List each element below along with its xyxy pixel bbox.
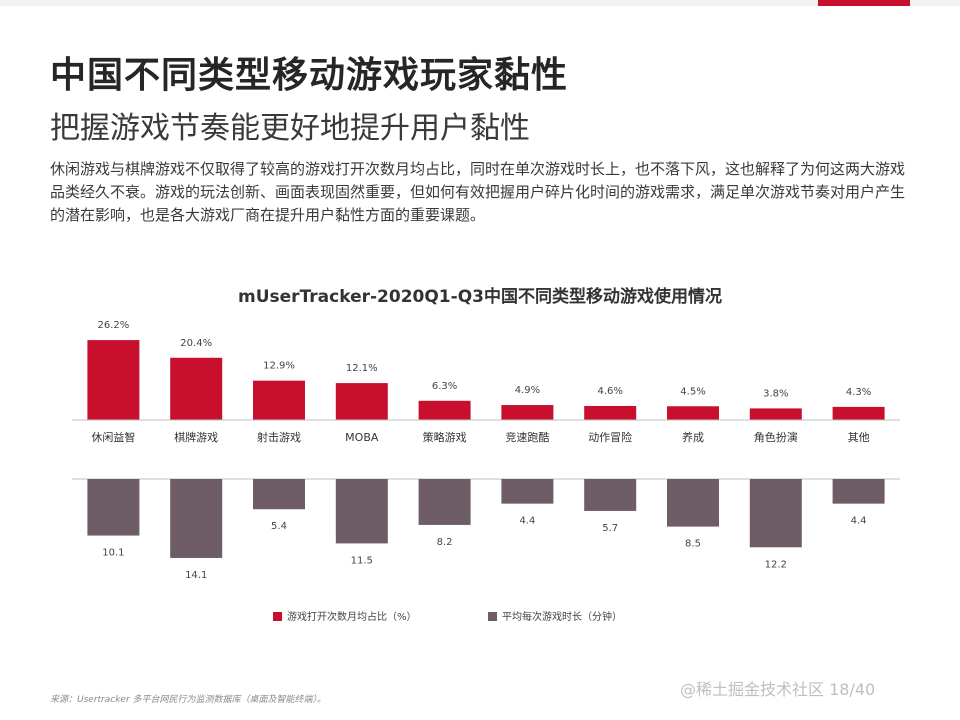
bar-open-share-1 (170, 357, 223, 420)
bar-open-share-9 (832, 406, 885, 420)
bar-open-share-5 (501, 405, 554, 420)
value-label-duration-3: 11.5 (351, 555, 373, 566)
value-label-duration-0: 10.1 (102, 548, 124, 559)
bar-duration-6 (584, 479, 637, 511)
bar-duration-3 (335, 479, 388, 544)
bar-duration-8 (749, 479, 802, 548)
bar-open-share-6 (584, 405, 637, 420)
value-label-open-share-2: 12.9% (263, 361, 295, 372)
series-open-share-group: 26.2% 20.4% 12.9% 12.1% 6.3% 4.9% 4.6% 4.5% 3.8%… (87, 320, 885, 420)
value-label-duration-1: 14.1 (185, 570, 207, 581)
top-accent-bar (818, 0, 910, 6)
legend-swatch-duration (488, 612, 497, 621)
page-subtitle: 把握游戏节奏能更好地提升用户黏性 (50, 111, 530, 146)
category-label-3: MOBA (345, 431, 379, 444)
category-label-0: 休闲益智 (91, 430, 135, 444)
category-label-9: 其他 (848, 431, 870, 444)
category-labels-group: 休闲益智 棋牌游戏 射击游戏 MOBA 策略游戏 竞速跑酷 动作冒险 养成 角色扮演 其他 (91, 430, 869, 444)
legend-label-open-share: 游戏打开次数月均占比（%） (287, 610, 417, 623)
bar-open-share-7 (667, 406, 719, 420)
bar-duration-7 (667, 479, 719, 527)
watermark: @稀土掘金技术社区 18/40 (680, 676, 875, 700)
source-note: 来源：Usertracker 多平台网民行为监测数据库（桌面及智能终端）。 (50, 695, 327, 705)
category-label-1: 棋牌游戏 (174, 430, 218, 444)
bar-open-share-8 (749, 408, 802, 420)
bar-duration-4 (418, 479, 471, 525)
bar-duration-1 (170, 479, 223, 558)
value-label-open-share-4: 6.3% (432, 381, 457, 392)
value-label-open-share-8: 3.8% (763, 388, 788, 399)
value-label-duration-9: 4.4 (851, 516, 867, 527)
category-label-4: 策略游戏 (423, 430, 467, 444)
chart-legend: 游戏打开次数月均占比（%） 平均每次游戏时长（分钟） (273, 610, 622, 623)
bar-duration-2 (253, 479, 305, 510)
page-number: 18/40 (829, 680, 876, 699)
category-label-7: 养成 (682, 430, 704, 444)
series-duration-group: 10.1 14.1 5.4 11.5 8.2 4.4 5.7 8.5 12.2 4.4 (87, 479, 885, 581)
bar-open-share-4 (418, 400, 471, 420)
value-label-duration-2: 5.4 (271, 521, 287, 532)
value-label-duration-8: 12.2 (765, 559, 787, 570)
value-label-open-share-0: 26.2% (98, 320, 130, 331)
usage-bar-chart: mUserTracker-2020Q1-Q3中国不同类型移动游戏使用情况 26.… (72, 286, 900, 623)
category-label-8: 角色扮演 (754, 430, 798, 444)
value-label-duration-6: 5.7 (602, 523, 618, 534)
value-label-duration-4: 8.2 (437, 537, 453, 548)
bar-duration-5 (501, 479, 554, 504)
category-label-2: 射击游戏 (257, 430, 301, 444)
value-label-duration-5: 4.4 (519, 516, 535, 527)
value-label-open-share-3: 12.1% (346, 363, 378, 374)
value-label-open-share-7: 4.5% (680, 386, 705, 397)
bar-open-share-2 (253, 380, 305, 420)
legend-swatch-open-share (273, 612, 282, 621)
category-label-6: 动作冒险 (588, 430, 632, 444)
bar-duration-9 (832, 479, 885, 504)
value-label-open-share-5: 4.9% (515, 385, 540, 396)
value-label-duration-7: 8.5 (685, 539, 701, 550)
watermark-text: @稀土掘金技术社区 (680, 680, 825, 699)
bar-open-share-0 (87, 340, 140, 420)
value-label-open-share-1: 20.4% (180, 338, 212, 349)
bar-open-share-3 (335, 383, 388, 420)
chart-title: mUserTracker-2020Q1-Q3中国不同类型移动游戏使用情况 (238, 286, 722, 307)
top-bar (0, 0, 960, 6)
page-title: 中国不同类型移动游戏玩家黏性 (50, 55, 569, 96)
value-label-open-share-6: 4.6% (597, 386, 622, 397)
bar-duration-0 (87, 479, 140, 536)
legend-label-duration: 平均每次游戏时长（分钟） (502, 610, 622, 623)
description-paragraph: 休闲游戏与棋牌游戏不仅取得了较高的游戏打开次数月均占比，同时在单次游戏时长上，也… (50, 160, 906, 224)
category-label-5: 竞速跑酷 (505, 430, 549, 444)
value-label-open-share-9: 4.3% (846, 387, 871, 398)
